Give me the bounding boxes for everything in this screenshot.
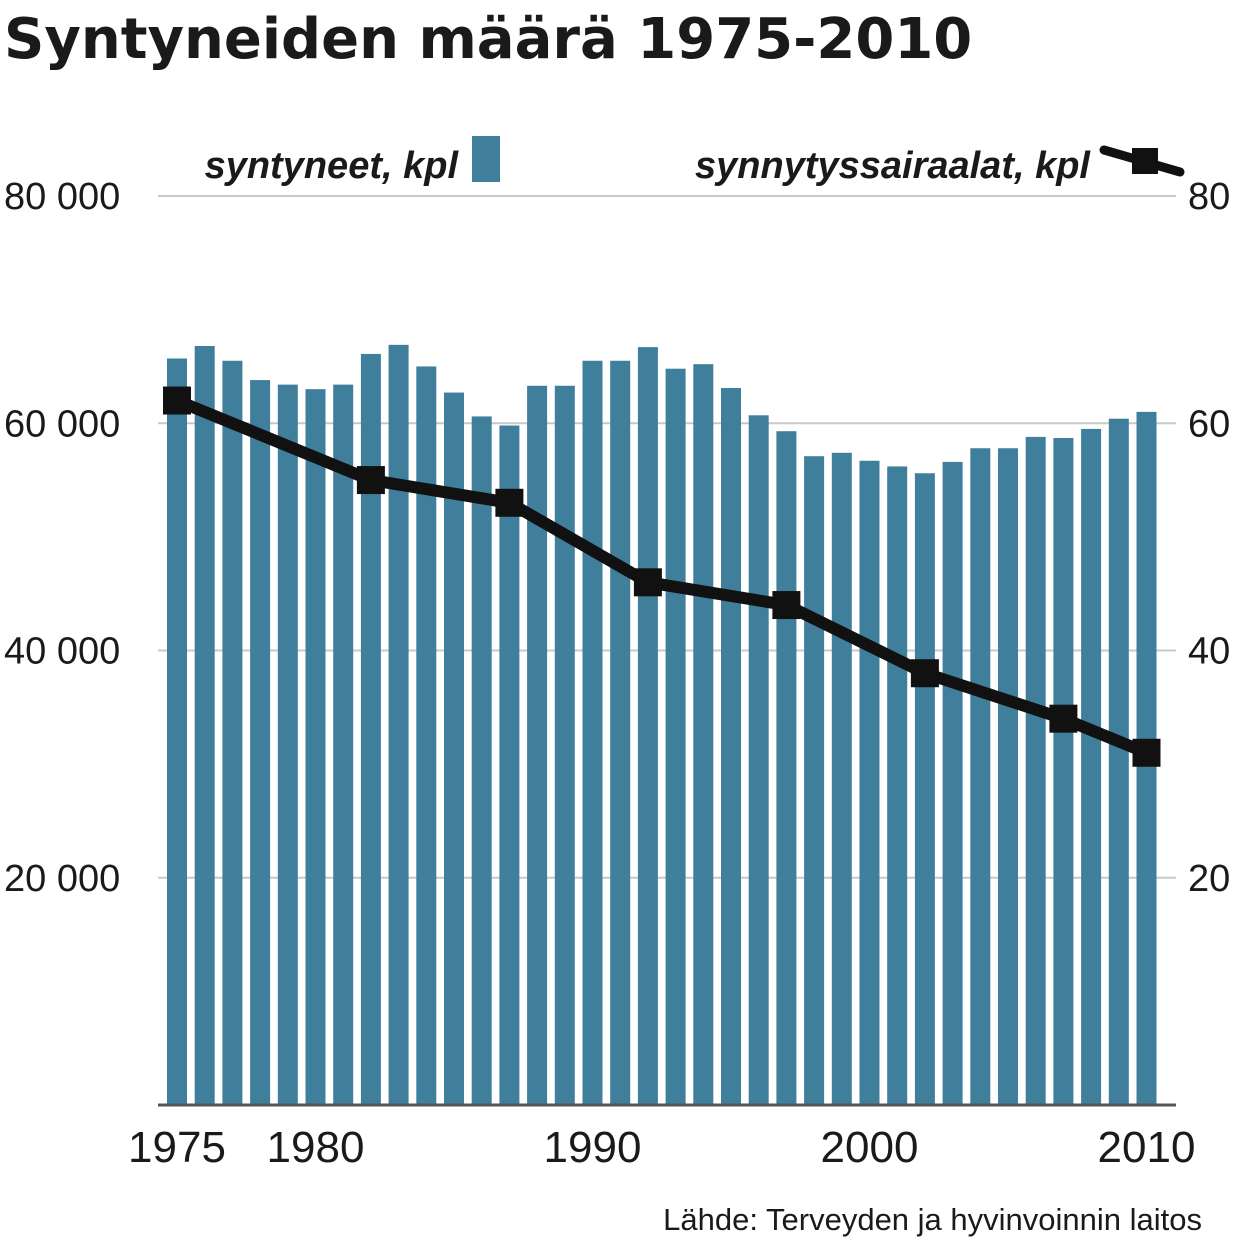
legend-label-maternity-hospitals: synnytyssairaalat, kpl: [695, 145, 1091, 187]
bar: [610, 360, 631, 1106]
legend: syntyneet, kpl synnytyssairaalat, kpl: [205, 136, 1185, 187]
bar: [665, 368, 686, 1106]
x-tick-label: 1975: [128, 1123, 226, 1172]
bar: [554, 385, 575, 1105]
line-marker: [633, 568, 662, 597]
x-tick-label: 1980: [267, 1123, 365, 1172]
bar: [527, 385, 548, 1105]
bar: [194, 345, 215, 1105]
bar: [859, 460, 880, 1106]
bar: [360, 353, 381, 1106]
maternity-hospitals-line: [163, 386, 1161, 767]
bar: [277, 384, 298, 1105]
bar: [416, 366, 437, 1105]
bar: [250, 380, 271, 1105]
bar: [444, 392, 464, 1105]
line-marker: [910, 659, 939, 688]
bars: [167, 344, 1157, 1106]
x-tick-label: 2000: [821, 1123, 919, 1172]
bar: [167, 358, 187, 1105]
line-marker: [163, 386, 191, 415]
bar: [887, 466, 908, 1105]
line-marker: [1049, 704, 1078, 733]
bar: [1081, 428, 1102, 1105]
y-tick-label-left: 40 000: [4, 631, 120, 673]
legend-swatch-births: [472, 136, 500, 182]
bar: [914, 473, 935, 1105]
line-marker: [356, 466, 385, 495]
bar: [305, 389, 326, 1106]
bar: [1053, 438, 1074, 1105]
line-marker: [1132, 738, 1161, 767]
bar: [942, 461, 963, 1105]
y-tick-label-left: 80 000: [4, 176, 120, 218]
bar: [998, 448, 1018, 1105]
bar: [721, 388, 741, 1105]
legend-label-births: syntyneet, kpl: [205, 145, 460, 187]
bar: [222, 360, 243, 1106]
legend-swatch-maternity-hospitals: [1099, 145, 1185, 177]
x-tick-label: 1990: [544, 1123, 642, 1172]
line-path: [171, 394, 1153, 759]
y-tick-label-left: 60 000: [4, 403, 120, 445]
bar: [804, 456, 825, 1105]
chart-title: Syntyneiden määrä 1975-2010: [4, 7, 972, 72]
bar: [582, 360, 603, 1106]
bar: [776, 431, 797, 1105]
y-tick-label-right: 40: [1188, 631, 1230, 673]
bar: [388, 344, 409, 1105]
bar: [637, 347, 658, 1106]
bar: [1108, 418, 1129, 1106]
y-tick-label-left: 20 000: [4, 858, 120, 900]
bar: [333, 384, 354, 1105]
source-note: Lähde: Terveyden ja hyvinvoinnin laitos: [663, 1202, 1202, 1237]
bar: [831, 452, 852, 1106]
bar: [499, 425, 520, 1106]
y-tick-label-right: 80: [1188, 176, 1230, 218]
line-marker: [495, 488, 524, 517]
x-tick-label: 2010: [1098, 1123, 1196, 1172]
bar: [970, 448, 991, 1105]
y-tick-label-right: 60: [1188, 403, 1230, 445]
bar: [471, 416, 492, 1105]
line-marker: [772, 591, 801, 620]
bar: [693, 364, 714, 1105]
y-tick-label-right: 20: [1188, 858, 1230, 900]
bar: [748, 415, 769, 1105]
tick-labels: 20 000 20 40 000 40 60 000 60 80 000 80 1975 1980…: [4, 176, 1230, 1172]
bar: [1025, 436, 1046, 1105]
